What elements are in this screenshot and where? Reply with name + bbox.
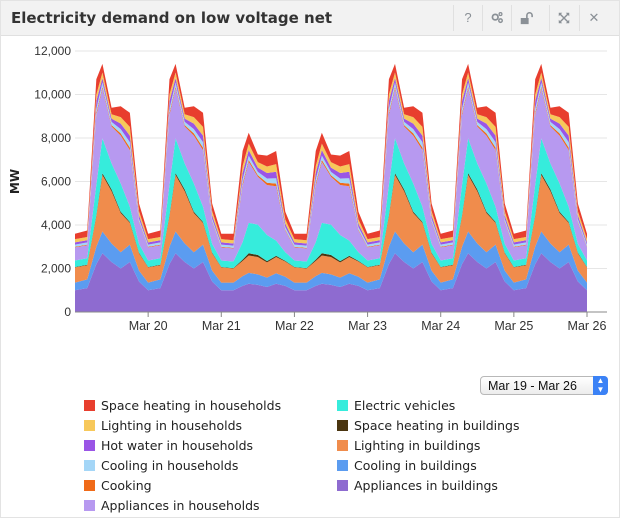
settings-button[interactable] — [482, 5, 511, 31]
legend-item[interactable]: Cooling in buildings — [337, 458, 477, 478]
legend-swatch — [337, 440, 348, 451]
help-icon: ? — [464, 10, 472, 25]
legend-swatch — [84, 400, 95, 411]
legend-item[interactable]: Lighting in buildings — [337, 438, 480, 458]
y-tick-label: 2,000 — [41, 262, 71, 276]
legend-label: Appliances in households — [101, 498, 260, 513]
series-area-lighting-in-buildings — [75, 174, 587, 283]
x-tick-label: Mar 25 — [494, 319, 533, 333]
legend-swatch — [84, 420, 95, 431]
x-tick-label: Mar 26 — [568, 319, 607, 333]
y-tick-label: 4,000 — [41, 218, 71, 232]
date-range-value: Mar 19 - Mar 26 — [488, 379, 577, 393]
legend-swatch — [337, 420, 348, 431]
legend-label: Appliances in buildings — [354, 478, 498, 493]
legend-item[interactable]: Space heating in buildings — [337, 418, 520, 438]
legend-label: Lighting in buildings — [354, 438, 481, 453]
legend-swatch — [337, 480, 348, 491]
panel-header: Electricity demand on low voltage net ? — [1, 1, 619, 36]
legend-swatch — [84, 440, 95, 451]
gear-icon — [491, 12, 503, 24]
date-range-select[interactable]: Mar 19 - Mar 26 ▲ ▼ — [480, 376, 608, 395]
close-button[interactable]: ✕ — [579, 5, 608, 31]
unlock-icon — [520, 12, 533, 25]
legend-swatch — [84, 500, 95, 511]
legend-label: Space heating in buildings — [354, 418, 520, 433]
legend-swatch — [337, 400, 348, 411]
x-tick-label: Mar 21 — [202, 319, 241, 333]
legend-item[interactable]: Space heating in households — [84, 398, 281, 418]
expand-icon — [558, 12, 570, 24]
legend-item[interactable]: Hot water in households — [84, 438, 253, 458]
legend-label: Cooking — [101, 478, 152, 493]
select-arrows-icon: ▲ ▼ — [593, 376, 608, 395]
y-tick-label: 0 — [64, 305, 71, 319]
legend-item[interactable]: Cooking — [84, 478, 152, 498]
series-area-electric-vehicles — [75, 138, 587, 269]
legend-item[interactable]: Cooling in households — [84, 458, 238, 478]
legend-label: Cooling in households — [101, 458, 239, 473]
legend-item[interactable]: Lighting in households — [84, 418, 242, 438]
x-tick-label: Mar 22 — [275, 319, 314, 333]
chart-title: Electricity demand on low voltage net — [11, 9, 333, 27]
legend-item[interactable]: Appliances in households — [84, 498, 260, 518]
chart-axes: Mar 20 Mar 21 Mar 22 Mar 23 Mar 24 Mar 25 Mar … — [8, 169, 607, 333]
x-tick-label: Mar 20 — [129, 319, 168, 333]
y-tick-label: 10,000 — [34, 88, 71, 102]
legend-swatch — [84, 460, 95, 471]
legend-label: Lighting in households — [101, 418, 243, 433]
series-area-space-heating-in-households — [75, 63, 587, 241]
help-button[interactable]: ? — [453, 5, 482, 31]
lock-button[interactable] — [511, 5, 540, 31]
legend-label: Space heating in households — [101, 398, 282, 413]
series-area-appliances-in-households — [75, 88, 587, 262]
legend-label: Cooling in buildings — [354, 458, 477, 473]
close-icon: ✕ — [588, 10, 600, 25]
y-tick-label: 6,000 — [41, 175, 71, 189]
y-tick-label: 12,000 — [34, 44, 71, 58]
legend-label: Electric vehicles — [354, 398, 456, 413]
series-area-cooling-in-buildings — [75, 231, 587, 291]
legend-swatch — [84, 480, 95, 491]
chart-series — [75, 63, 587, 312]
expand-button[interactable] — [549, 5, 578, 31]
y-axis-label: MW — [8, 169, 22, 194]
stacked-area-chart: 0 2,000 4,000 6,000 8,000 10,000 12,000 Mar 20… — [8, 44, 607, 333]
x-tick-label: Mar 24 — [421, 319, 460, 333]
legend-item[interactable]: Electric vehicles — [337, 398, 455, 418]
x-tick-label: Mar 23 — [348, 319, 387, 333]
legend-swatch — [337, 460, 348, 471]
series-area-appliances-in-buildings — [75, 253, 587, 312]
y-tick-label: 8,000 — [41, 131, 71, 145]
legend-label: Hot water in households — [101, 438, 254, 453]
legend-item[interactable]: Appliances in buildings — [337, 478, 498, 498]
